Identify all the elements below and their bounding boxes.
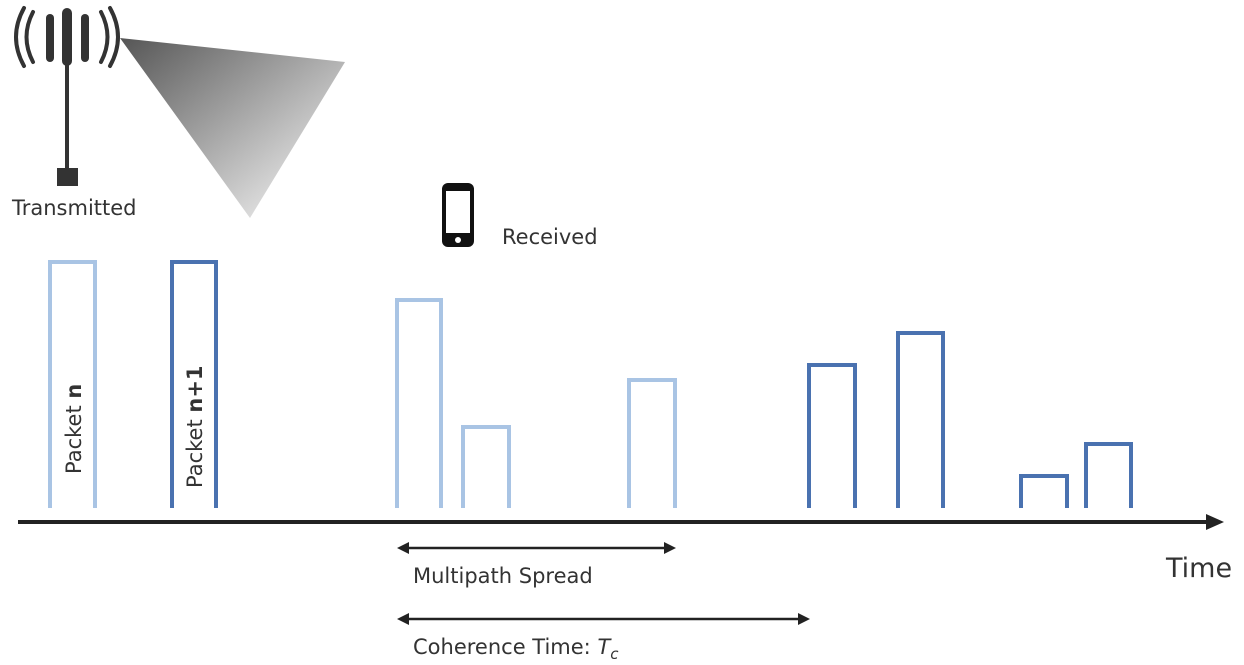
received-pulse-n1-2 bbox=[896, 331, 945, 508]
received-pulse-n1-1 bbox=[807, 363, 857, 508]
antenna-icon bbox=[14, 6, 120, 186]
time-axis-label: Time bbox=[1165, 553, 1232, 584]
received-pulse-n1-4 bbox=[1084, 442, 1133, 508]
coherence-time-arrow bbox=[397, 613, 810, 625]
received-pulse-n1-3 bbox=[1019, 474, 1069, 508]
time-axis-arrowhead bbox=[1206, 514, 1224, 530]
packet-n-label: Packet n bbox=[62, 384, 86, 474]
received-label: Received bbox=[502, 225, 598, 249]
packet-n1-pulse bbox=[170, 260, 218, 508]
coherence-time-label: Coherence Time: Tc bbox=[413, 635, 619, 663]
multipath-spread-label: Multipath Spread bbox=[413, 564, 593, 588]
received-pulse-n-2 bbox=[461, 425, 511, 508]
signal-beam bbox=[120, 38, 345, 218]
packet-n1-label: Packet n+1 bbox=[183, 365, 207, 488]
received-pulse-n-3 bbox=[627, 378, 677, 508]
packet-n-pulse bbox=[48, 260, 97, 508]
transmitted-label: Transmitted bbox=[11, 196, 137, 220]
smartphone-icon bbox=[442, 183, 474, 247]
received-pulse-n-1 bbox=[395, 298, 443, 508]
multipath-spread-arrow bbox=[397, 542, 676, 554]
